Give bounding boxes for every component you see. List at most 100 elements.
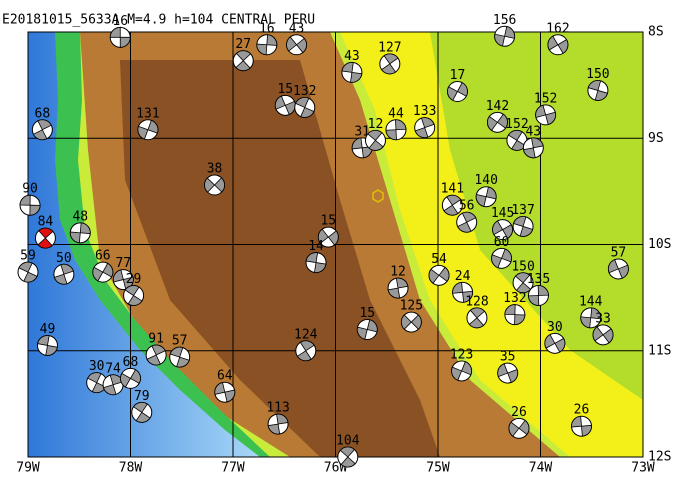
depth-label: 162 xyxy=(546,21,569,36)
ball-quadrant xyxy=(557,39,569,54)
depth-label: 50 xyxy=(56,251,72,266)
beachball xyxy=(387,277,409,299)
depth-label: 14 xyxy=(308,239,324,254)
beachball xyxy=(486,111,508,133)
depth-label: 30 xyxy=(89,359,105,374)
ball-quadrant xyxy=(451,366,463,381)
ball-quadrant xyxy=(204,177,216,193)
beachball xyxy=(53,263,75,285)
ball-quadrant xyxy=(367,130,383,141)
ball-quadrant xyxy=(224,389,236,403)
ball-quadrant xyxy=(468,317,485,329)
depth-label: 152 xyxy=(534,91,557,106)
beachball xyxy=(491,247,513,269)
beachball xyxy=(587,79,609,101)
ball-quadrant xyxy=(32,129,48,141)
ball-quadrant xyxy=(295,37,307,54)
beachball xyxy=(36,334,58,356)
beachball xyxy=(512,215,534,237)
beachball xyxy=(112,269,134,291)
ball-quadrant xyxy=(443,204,459,216)
depth-label: 144 xyxy=(579,294,603,309)
ball-quadrant xyxy=(491,254,503,269)
depth-label: 137 xyxy=(511,203,534,218)
beachball xyxy=(274,94,296,116)
beachball xyxy=(441,194,463,216)
beachball xyxy=(446,81,468,102)
ball-quadrant xyxy=(103,384,117,396)
depth-label: 68 xyxy=(35,106,51,121)
ball-quadrant xyxy=(446,194,462,206)
ball-quadrant xyxy=(79,222,91,235)
beachball xyxy=(547,34,569,56)
y-tick-label: 11S xyxy=(648,343,671,358)
ball-quadrant xyxy=(523,147,536,159)
depth-label: 91 xyxy=(148,332,164,347)
depth-label: 38 xyxy=(207,162,223,177)
ball-quadrant xyxy=(487,115,499,131)
depth-label: 150 xyxy=(511,259,534,274)
beachball xyxy=(31,119,53,141)
ball-quadrant xyxy=(129,369,141,384)
beachball xyxy=(92,261,114,283)
ball-quadrant xyxy=(38,227,54,239)
ball-quadrant xyxy=(617,264,629,279)
ball-quadrant xyxy=(518,419,530,436)
depth-label: 84 xyxy=(38,215,54,230)
ball-quadrant xyxy=(127,294,143,306)
beachball xyxy=(512,272,534,294)
beachball xyxy=(364,129,386,151)
ball-quadrant xyxy=(571,415,582,428)
beachball xyxy=(504,304,526,326)
depth-label: 15 xyxy=(277,82,293,97)
ball-quadrant xyxy=(475,193,487,207)
ball-quadrant xyxy=(327,230,339,246)
ball-quadrant xyxy=(37,335,50,346)
beachball xyxy=(145,344,167,366)
beachball xyxy=(86,372,108,394)
ball-quadrant xyxy=(19,194,31,206)
beachball xyxy=(256,34,278,56)
beachball xyxy=(109,26,131,48)
ball-quadrant xyxy=(169,346,184,358)
ball-quadrant xyxy=(135,411,151,423)
beachball xyxy=(294,96,316,118)
beachball xyxy=(607,258,629,280)
depth-label: 48 xyxy=(72,209,88,224)
x-tick-label: 79W xyxy=(16,461,40,476)
depth-label: 141 xyxy=(441,182,464,197)
ball-quadrant xyxy=(492,220,504,236)
depth-label: 12 xyxy=(368,117,384,132)
ball-quadrant xyxy=(497,363,509,378)
ball-quadrant xyxy=(214,381,226,395)
ball-quadrant xyxy=(547,35,559,51)
beachball xyxy=(527,285,549,306)
ball-quadrant xyxy=(368,139,384,151)
depth-label: 142 xyxy=(486,99,509,114)
depth-label: 30 xyxy=(547,320,563,335)
ball-quadrant xyxy=(528,295,540,306)
ball-quadrant xyxy=(151,344,166,356)
beachball xyxy=(535,104,557,126)
ball-quadrant xyxy=(299,340,315,352)
ball-quadrant xyxy=(120,372,132,388)
depth-label: 125 xyxy=(400,299,423,314)
beachball xyxy=(451,360,473,382)
depth-label: 26 xyxy=(511,405,527,420)
beachball xyxy=(544,332,566,354)
beachball xyxy=(102,374,124,396)
depth-label: 128 xyxy=(465,294,488,309)
depth-label: 132 xyxy=(293,84,316,99)
ball-quadrant xyxy=(286,36,298,52)
depth-label: 104 xyxy=(336,434,360,449)
depth-label: 31 xyxy=(354,124,370,139)
depth-label: 131 xyxy=(136,106,159,121)
ball-quadrant xyxy=(274,95,286,110)
ball-quadrant xyxy=(92,266,104,282)
ball-quadrant xyxy=(296,350,312,362)
ball-quadrant xyxy=(276,413,289,425)
depth-label: 54 xyxy=(431,252,447,267)
depth-label: 140 xyxy=(474,173,497,188)
ball-quadrant xyxy=(590,307,602,320)
ball-quadrant xyxy=(469,307,486,319)
